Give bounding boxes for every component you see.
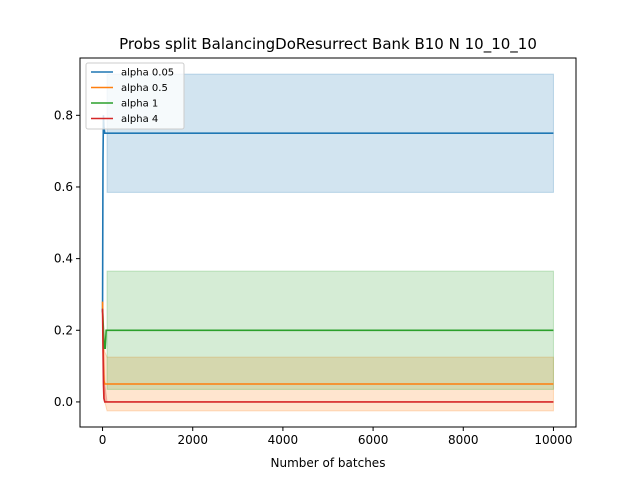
y-tick-label: 0.0: [54, 395, 73, 409]
y-tick-label: 0.2: [54, 323, 73, 337]
y-tick-label: 0.4: [54, 252, 73, 266]
legend-label-series-4: alpha 4: [121, 114, 158, 125]
legend-label-series-3: alpha 1: [121, 99, 158, 110]
plot-area-frame: [79, 57, 577, 428]
x-tick-label: 6000: [358, 433, 389, 447]
chart-title: Probs split BalancingDoResurrect Bank B1…: [119, 35, 537, 54]
legend-label-series-1: alpha 0.05: [121, 68, 174, 79]
legend-box: [85, 62, 185, 130]
x-axis-ticks: 0 2000 4000 6000 8000 10000: [99, 427, 573, 447]
x-tick-label: 4000: [268, 433, 299, 447]
x-tick-label: 0: [99, 433, 107, 447]
legend-label-series-2: alpha 0.5: [121, 83, 168, 94]
x-tick-label: 8000: [448, 433, 479, 447]
legend: alpha 0.05 alpha 0.5 alpha 1 alpha 4: [85, 62, 185, 130]
x-tick-label: 10000: [534, 433, 572, 447]
y-tick-label: 0.8: [54, 108, 73, 122]
line-series-4: [101, 308, 554, 403]
x-tick-label: 2000: [177, 433, 208, 447]
x-axis-label: Number of batches: [271, 456, 386, 470]
y-tick-label: 0.6: [54, 180, 73, 194]
y-axis-ticks: 0.0 0.2 0.4 0.6 0.8: [54, 108, 80, 409]
